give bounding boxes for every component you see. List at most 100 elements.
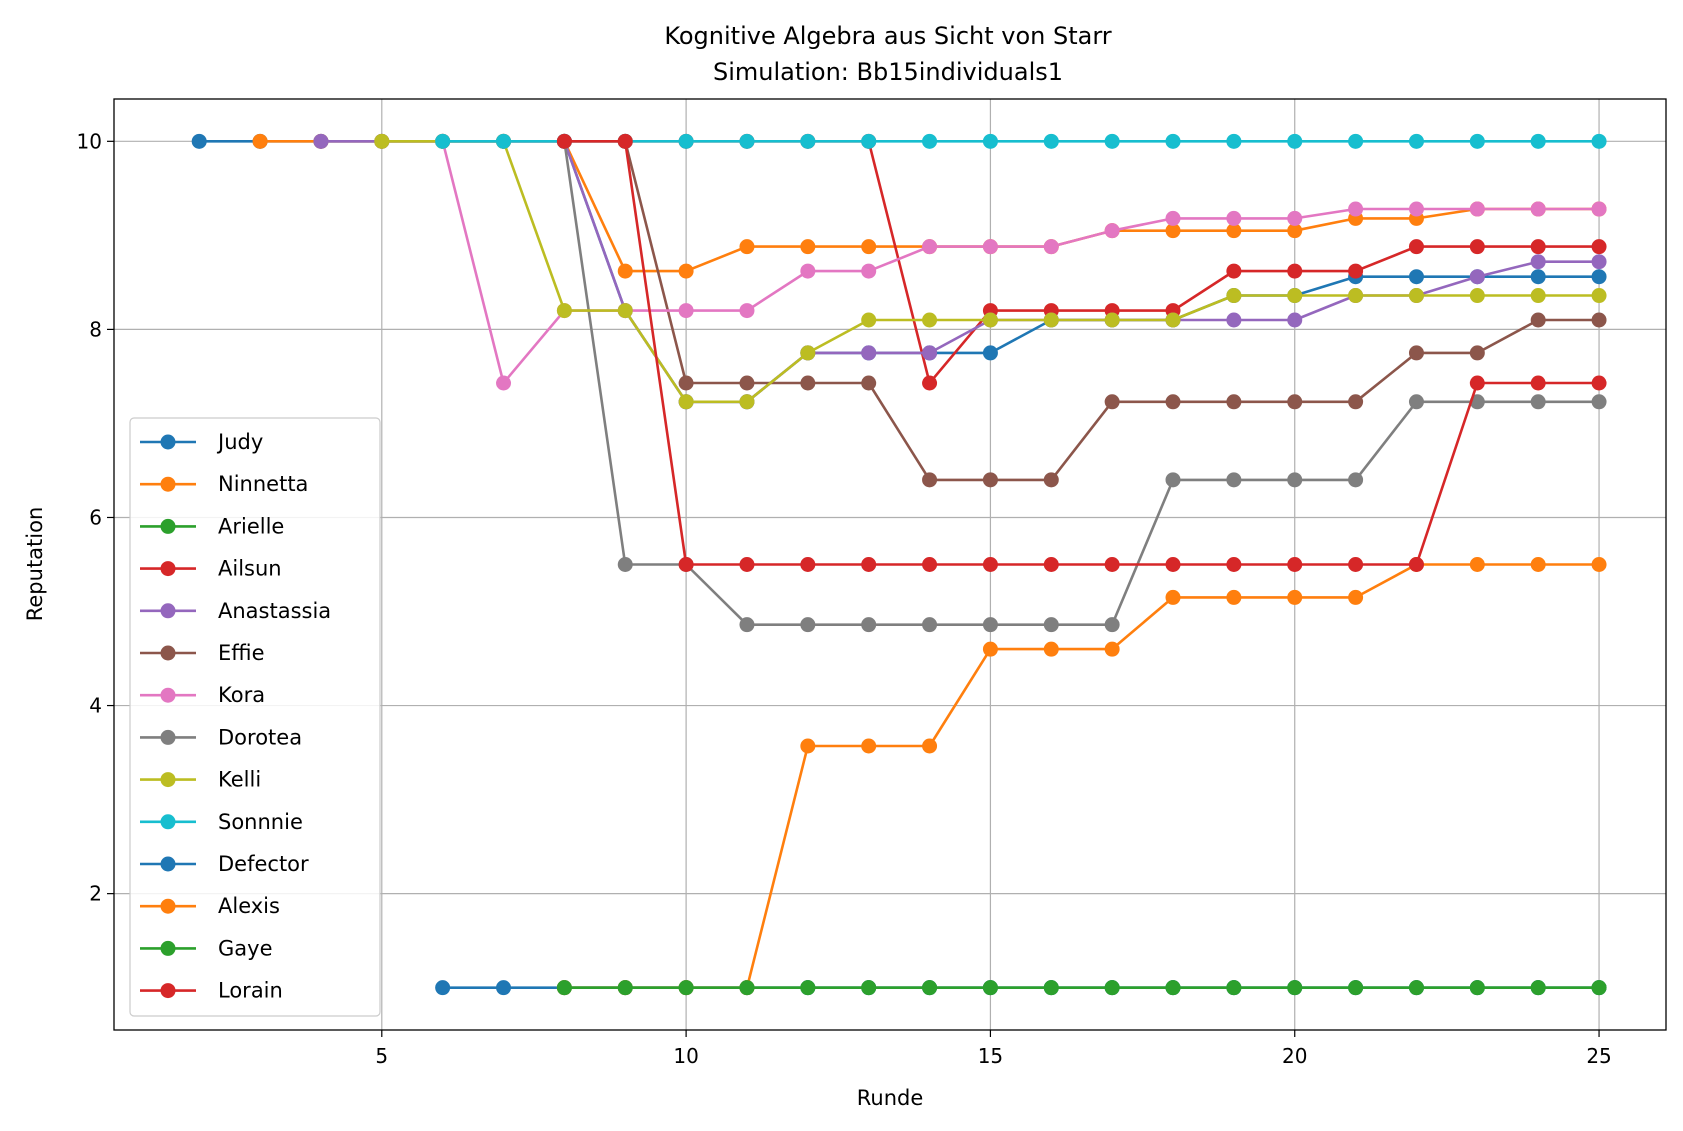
data-point	[678, 303, 694, 319]
data-point	[800, 617, 816, 633]
data-point	[252, 133, 268, 149]
data-point	[1226, 312, 1242, 328]
legend-marker	[160, 898, 176, 914]
data-point	[861, 617, 877, 633]
data-point	[1043, 557, 1059, 572]
y-tick-label: 8	[89, 317, 102, 341]
data-point	[922, 472, 938, 488]
legend-marker	[160, 940, 176, 956]
data-point	[1226, 288, 1242, 304]
data-point	[1226, 589, 1242, 605]
series-line	[564, 563, 1600, 990]
data-point	[739, 394, 755, 410]
data-point	[1165, 312, 1181, 328]
legend-label: Ninnetta	[218, 472, 308, 496]
data-point	[922, 738, 938, 754]
data-point	[617, 557, 633, 572]
data-point	[1226, 394, 1242, 410]
series-line	[564, 140, 1600, 385]
data-point	[617, 980, 633, 996]
data-point	[982, 312, 998, 328]
data-point	[1408, 269, 1424, 285]
data-point	[1591, 557, 1607, 572]
series-line	[320, 140, 1600, 404]
data-point	[556, 980, 572, 996]
data-point	[1043, 617, 1059, 633]
data-point	[1104, 133, 1120, 149]
data-point	[496, 375, 512, 391]
data-point	[1408, 288, 1424, 304]
legend-marker	[160, 476, 176, 492]
data-point	[1287, 589, 1303, 605]
series-kora	[435, 133, 1607, 391]
data-point	[800, 345, 816, 361]
data-point	[1348, 589, 1364, 605]
legend-item: Sonnnie	[140, 810, 303, 834]
data-point	[800, 738, 816, 754]
data-point	[1591, 980, 1607, 996]
data-point	[1408, 394, 1424, 410]
plot-frame	[113, 98, 1667, 1031]
data-point	[1530, 269, 1546, 285]
data-point	[1287, 288, 1303, 304]
data-point	[1226, 133, 1242, 149]
data-point	[982, 641, 998, 657]
data-point	[1165, 133, 1181, 149]
data-point	[678, 133, 694, 149]
legend-item: Defector	[140, 852, 309, 876]
data-point	[556, 133, 572, 149]
legend-label: Dorotea	[218, 725, 302, 749]
legend-label: Defector	[218, 852, 309, 876]
data-point	[1348, 201, 1364, 217]
data-point	[1043, 980, 1059, 996]
x-tick-label: 20	[1282, 1044, 1307, 1068]
data-point	[1287, 223, 1303, 239]
data-point	[1348, 472, 1364, 488]
data-point	[861, 557, 877, 572]
data-point	[678, 375, 694, 391]
data-point	[1348, 980, 1364, 996]
data-point	[922, 557, 938, 572]
data-point	[800, 263, 816, 279]
legend-item: Kelli	[140, 768, 261, 792]
data-point	[861, 375, 877, 391]
data-point	[1104, 223, 1120, 239]
data-point	[1226, 210, 1242, 226]
series-effie	[617, 133, 1607, 488]
data-point	[1165, 589, 1181, 605]
data-point	[1530, 254, 1546, 270]
data-point	[1287, 557, 1303, 572]
data-point	[1530, 394, 1546, 410]
data-point	[1408, 345, 1424, 361]
data-point	[1287, 312, 1303, 328]
data-point	[1530, 375, 1546, 391]
data-point	[1043, 239, 1059, 255]
data-point	[1226, 980, 1242, 996]
data-point	[1530, 980, 1546, 996]
data-point	[1591, 375, 1607, 391]
legend-marker	[160, 729, 176, 745]
y-tick-label: 4	[89, 694, 102, 718]
chart-title: Kognitive Algebra aus Sicht von Starr	[664, 22, 1111, 50]
data-point	[800, 980, 816, 996]
legend-label: Anastassia	[218, 599, 331, 623]
legend-label: Effie	[218, 641, 265, 665]
legend-label: Judy	[216, 430, 263, 454]
data-point	[739, 375, 755, 391]
data-point	[1226, 557, 1242, 572]
series-line	[199, 140, 1600, 404]
data-point	[435, 133, 451, 149]
data-point	[1043, 133, 1059, 149]
data-point	[1287, 980, 1303, 996]
plot-area	[191, 133, 1607, 996]
data-point	[922, 312, 938, 328]
data-point	[982, 980, 998, 996]
data-point	[1165, 210, 1181, 226]
legend-item: Gaye	[140, 936, 273, 960]
series-alexis	[556, 557, 1607, 996]
data-point	[1348, 288, 1364, 304]
data-point	[739, 133, 755, 149]
data-point	[1165, 223, 1181, 239]
series-line	[564, 140, 1600, 566]
